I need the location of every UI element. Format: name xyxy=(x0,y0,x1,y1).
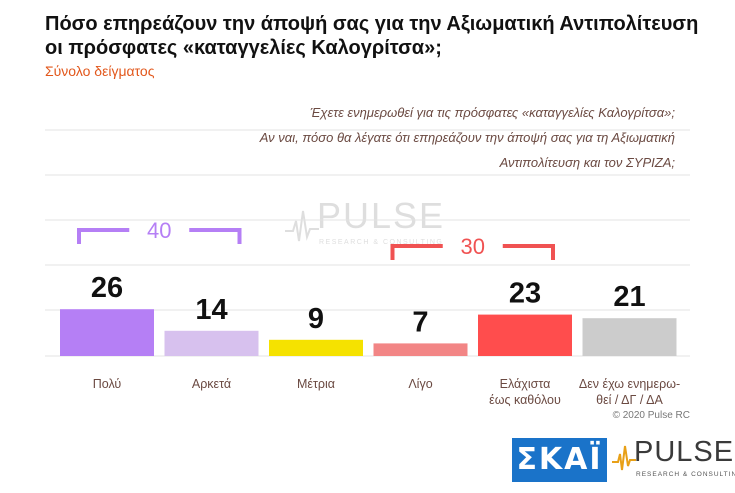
data-label: 21 xyxy=(613,281,645,313)
group-bracket: 30 xyxy=(390,234,555,260)
watermark-tagline: RESEARCH & CONSULTING xyxy=(319,239,444,246)
watermark-wordmark: PULSE xyxy=(317,195,446,236)
copyright: © 2020 Pulse RC xyxy=(612,410,690,421)
data-label: 23 xyxy=(509,278,541,310)
pulse-logo: PULSE RESEARCH & CONSULTING xyxy=(612,436,735,486)
bracket-line xyxy=(189,228,242,244)
category-label: Λίγο xyxy=(408,377,433,391)
pulse-watermark: PULSE RESEARCH & CONSULTING xyxy=(285,195,465,265)
group-brackets: 40 30 xyxy=(77,218,555,260)
bar xyxy=(478,314,572,356)
bracket-line xyxy=(502,244,555,260)
question-line: Αντιπολίτευση και τον ΣΥΡΙΖΑ; xyxy=(499,155,675,170)
category-label: Δεν έχω ενημερω-θεί / ΔΓ / ΔΑ xyxy=(578,377,681,407)
bracket-label: 40 xyxy=(147,218,171,243)
pulse-wordmark: PULSE xyxy=(634,436,735,468)
pulse-wave-icon xyxy=(612,445,636,471)
bar xyxy=(373,343,468,356)
question-text: Έχετε ενημερωθεί για τις πρόσφατες «κατα… xyxy=(155,100,675,175)
chart-title: Πόσο επηρεάζουν την άποψή σας για την Αξ… xyxy=(45,13,699,59)
bar xyxy=(269,339,363,356)
category-label: Μέτρια xyxy=(296,377,336,391)
group-bracket: 40 xyxy=(77,218,242,244)
data-label: 9 xyxy=(308,303,324,335)
data-label: 7 xyxy=(412,306,428,338)
category-label: Ελάχιστα έως καθόλου xyxy=(489,377,561,407)
skai-logo: ΣΚΑΪ xyxy=(512,438,607,482)
data-labels: 26 14 9 7 23 21 xyxy=(91,272,646,338)
data-label: 14 xyxy=(195,294,227,326)
category-label: Πολύ xyxy=(92,377,122,391)
bar xyxy=(164,330,259,356)
data-label: 26 xyxy=(91,272,123,304)
category-label: Αρκετά xyxy=(191,377,232,391)
bar xyxy=(60,309,154,356)
chart-subtitle: Σύνολο δείγματος xyxy=(45,63,155,79)
question-line: Αν ναι, πόσο θα λέγατε ότι επηρεάζουν τη… xyxy=(259,130,675,145)
question-line: Έχετε ενημερωθεί για τις πρόσφατες «κατα… xyxy=(310,105,675,120)
bar xyxy=(582,318,677,356)
pulse-tagline: RESEARCH & CONSULTING xyxy=(636,471,735,478)
bars xyxy=(60,309,677,356)
bracket-line xyxy=(77,228,130,244)
pulse-wave-icon xyxy=(285,210,319,242)
bracket-label: 30 xyxy=(461,234,485,259)
bracket-line xyxy=(390,244,443,260)
